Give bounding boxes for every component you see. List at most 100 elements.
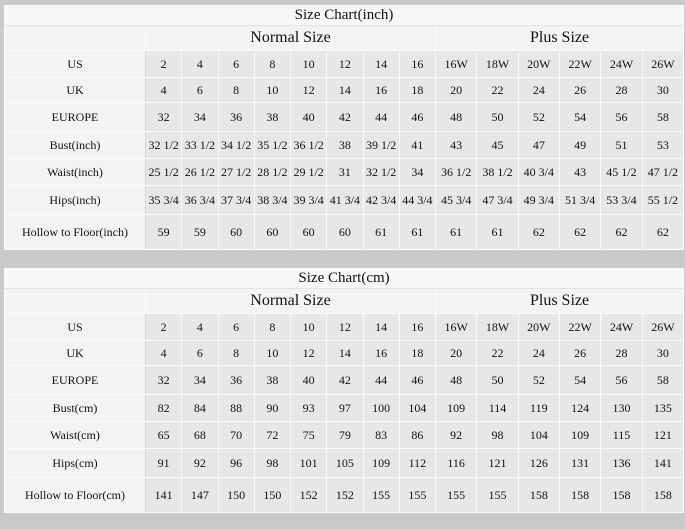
table-cell: 32 1/2	[362, 158, 400, 186]
table-cell: 2	[144, 313, 183, 341]
table-cell: 34	[181, 102, 219, 132]
table-cell: 158	[517, 477, 560, 513]
table-cell: 32	[144, 365, 183, 395]
table-cell: 158	[641, 477, 685, 513]
table-cell: 42 3/4	[362, 185, 400, 215]
table-cell: 6	[217, 313, 255, 341]
table-cell: 68	[181, 421, 219, 449]
table-cell: 62	[600, 214, 643, 250]
table-cell: 55 1/2	[641, 185, 685, 215]
table-cell: 147	[181, 477, 219, 513]
table-cell: 121	[641, 421, 685, 449]
table-cell: 30	[641, 340, 685, 366]
table-cell: 12	[289, 77, 328, 103]
table-cell: 58	[641, 365, 685, 395]
table-cell: 93	[289, 394, 328, 422]
table-cell: 90	[253, 394, 292, 422]
table-cell: 26	[558, 340, 602, 366]
table-cell: 104	[398, 394, 437, 422]
table-cell: 20W	[517, 313, 560, 341]
table-cell: 62	[558, 214, 602, 250]
table-cell: 44	[362, 102, 400, 132]
table-cell: 38	[253, 365, 292, 395]
table-cell: 34	[181, 365, 219, 395]
table-cell: 26W	[641, 313, 685, 341]
table-cell: 56	[600, 102, 643, 132]
table-cell: 115	[600, 421, 643, 449]
table-cell: 38	[326, 131, 364, 159]
table-cell: 58	[641, 102, 685, 132]
table-cell: 30	[641, 77, 685, 103]
table-cell: 16	[398, 313, 437, 341]
table-cell: 16W	[434, 50, 478, 78]
table-cell: 72	[253, 421, 292, 449]
table-cell: 114	[476, 394, 519, 422]
table-cell: 150	[253, 477, 292, 513]
table-row: US 2 4 6 8 10 12 14 16 16W 18W 20W 22W 24W 26W	[4, 313, 685, 341]
size-chart-inch: Size Chart(inch) Normal Size Plus Size US 2 4…	[3, 5, 685, 250]
plus-size-header: Plus Size	[434, 288, 685, 314]
table-cell: 109	[362, 448, 400, 478]
table-cell: 2	[144, 50, 183, 78]
table-cell: 61	[398, 214, 437, 250]
table-cell: 36 1/2	[289, 131, 328, 159]
table-cell: 155	[398, 477, 437, 513]
table-cell: 47	[517, 131, 560, 159]
table-cell: 18	[398, 77, 437, 103]
chart-title: Size Chart(inch)	[3, 5, 685, 26]
table-cell: 126	[517, 448, 560, 478]
table-cell: 29 1/2	[289, 158, 328, 186]
table-cell: 131	[558, 448, 602, 478]
table-cell: 35 1/2	[253, 131, 292, 159]
table-row: Bust(inch) 32 1/2 33 1/2 34 1/2 35 1/2 36 1/2…	[4, 131, 685, 159]
empty-header	[4, 25, 146, 51]
table-cell: 101	[289, 448, 328, 478]
table-cell: 130	[600, 394, 643, 422]
table-cell: 40	[289, 365, 328, 395]
row-label: US	[4, 50, 146, 78]
table-cell: 43	[434, 131, 478, 159]
table-cell: 36	[217, 102, 255, 132]
table-cell: 96	[217, 448, 255, 478]
table-row: Waist(cm) 65 68 70 72 75 79 83 86 92 98 104 109 115 12…	[4, 421, 685, 449]
table-cell: 54	[558, 365, 602, 395]
table-cell: 47 1/2	[641, 158, 685, 186]
table-cell: 84	[181, 394, 219, 422]
table-cell: 10	[289, 50, 328, 78]
table-row: EUROPE 32 34 36 38 40 42 44 46 48 50 52 54 56 58	[4, 102, 685, 132]
table-cell: 48	[434, 102, 478, 132]
table-cell: 70	[217, 421, 255, 449]
table-cell: 40	[289, 102, 328, 132]
table-cell: 18	[398, 340, 437, 366]
table-cell: 49 3/4	[517, 185, 560, 215]
table-cell: 75	[289, 421, 328, 449]
table-cell: 49	[558, 131, 602, 159]
table-cell: 61	[362, 214, 400, 250]
table-cell: 105	[326, 448, 364, 478]
table-cell: 24	[517, 340, 560, 366]
table-cell: 22W	[558, 313, 602, 341]
table-cell: 35 3/4	[144, 185, 183, 215]
table-cell: 141	[144, 477, 183, 513]
table-cell: 6	[217, 50, 255, 78]
table-cell: 8	[253, 50, 292, 78]
table-cell: 91	[144, 448, 183, 478]
row-label: Bust(inch)	[4, 131, 146, 159]
table-cell: 36 3/4	[181, 185, 219, 215]
table-cell: 4	[181, 313, 219, 341]
table-cell: 59	[144, 214, 183, 250]
table-cell: 10	[289, 313, 328, 341]
table-cell: 42	[326, 102, 364, 132]
table-cell: 32	[144, 102, 183, 132]
row-label: US	[4, 313, 146, 341]
table-cell: 121	[476, 448, 519, 478]
table-cell: 16W	[434, 313, 478, 341]
table-cell: 47 3/4	[476, 185, 519, 215]
table-cell: 60	[326, 214, 364, 250]
table-cell: 16	[362, 77, 400, 103]
table-cell: 4	[144, 77, 183, 103]
row-label: Hips(cm)	[4, 448, 146, 478]
table-row: Hollow to Floor(cm) 141 147 150 150 152 152 155…	[4, 477, 685, 513]
empty-header	[4, 288, 146, 314]
table-cell: 53	[641, 131, 685, 159]
